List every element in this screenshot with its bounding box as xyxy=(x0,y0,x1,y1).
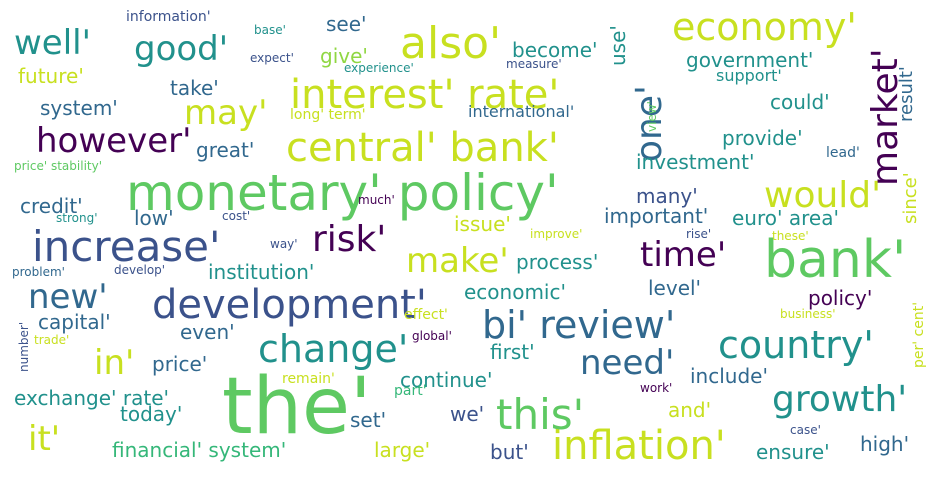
word: also' xyxy=(400,18,502,69)
word: this' xyxy=(496,390,585,439)
word: take' xyxy=(170,76,219,100)
word: expect' xyxy=(250,51,294,65)
word: global' xyxy=(412,329,452,343)
word: information' xyxy=(126,9,211,25)
word: bi' review' xyxy=(482,303,676,347)
word: see' xyxy=(326,12,367,36)
word: development' xyxy=(152,282,427,328)
word: capital' xyxy=(38,310,111,334)
word: price' xyxy=(152,352,208,376)
word: we' xyxy=(450,402,485,426)
word: inflation' xyxy=(552,423,726,469)
word: case' xyxy=(790,423,821,437)
word: become' xyxy=(512,38,598,62)
word: even' xyxy=(180,320,235,344)
word: measure' xyxy=(506,57,562,71)
word: process' xyxy=(516,250,599,274)
word: strong' xyxy=(56,211,98,225)
word: per' cent' xyxy=(911,301,927,368)
word: high' xyxy=(860,432,910,456)
word: result' xyxy=(896,66,917,122)
word: low' xyxy=(134,206,174,230)
word: however' xyxy=(36,121,192,161)
word: would' xyxy=(764,175,882,216)
word: institution' xyxy=(208,260,315,284)
word: important' xyxy=(604,204,709,228)
word: many' xyxy=(636,184,698,208)
word: credit' xyxy=(20,194,83,218)
word: may' xyxy=(184,93,268,133)
word: time' xyxy=(640,235,727,275)
word: and' xyxy=(668,398,712,422)
word: experience' xyxy=(344,61,414,75)
word: ensure' xyxy=(756,440,830,464)
word: level' xyxy=(648,276,702,300)
word: price' stability' xyxy=(14,159,103,173)
word: long' term' xyxy=(290,107,366,123)
word: good' xyxy=(134,29,229,69)
word: improve' xyxy=(530,227,583,241)
word: exchange' rate' xyxy=(14,386,170,410)
word: central' bank' xyxy=(286,125,559,171)
word: could' xyxy=(770,90,830,114)
word: investment' xyxy=(636,150,755,174)
word: set' xyxy=(350,408,387,432)
word: interest' rate' xyxy=(290,72,560,118)
word: continue' xyxy=(400,368,493,392)
word: economy' xyxy=(672,5,857,49)
word: base' xyxy=(254,23,286,37)
word: country' xyxy=(718,323,874,367)
word: problem' xyxy=(12,265,65,279)
word: number' xyxy=(17,321,31,372)
word: increase' xyxy=(32,222,221,271)
word: effect' xyxy=(404,307,448,323)
word: in' xyxy=(94,343,135,383)
word: way' xyxy=(270,237,298,251)
word: well' xyxy=(14,23,91,63)
word: business' xyxy=(780,307,836,321)
word: today' xyxy=(120,402,183,426)
word: provide' xyxy=(722,126,803,150)
word: growth' xyxy=(772,379,908,420)
word: large' xyxy=(374,438,431,462)
word: support' xyxy=(716,66,782,85)
word: it' xyxy=(28,419,61,459)
word: these' xyxy=(772,229,809,243)
word: remain' xyxy=(282,371,335,387)
word: include' xyxy=(690,364,768,388)
word: develop' xyxy=(114,263,166,277)
word: need' xyxy=(580,343,675,383)
word: monetary' policy' xyxy=(126,164,559,222)
word: much' xyxy=(358,193,395,207)
word: but' xyxy=(490,440,529,464)
word: financial' system' xyxy=(112,438,287,462)
word: system' xyxy=(40,96,118,120)
word: the' xyxy=(222,362,372,452)
word: lead' xyxy=(826,145,860,161)
word: cost' xyxy=(222,209,251,223)
word: work' xyxy=(640,381,673,395)
word: trade' xyxy=(34,333,70,347)
word: since' xyxy=(900,172,921,224)
word: make' xyxy=(406,241,509,281)
word: euro' area' xyxy=(732,206,839,230)
word: future' xyxy=(18,64,84,88)
word: first' xyxy=(490,340,535,364)
word: change' xyxy=(258,327,409,371)
word: bank' xyxy=(764,230,907,290)
word: great' xyxy=(196,138,255,162)
word: give' xyxy=(320,44,368,68)
word: risk' xyxy=(312,219,387,260)
word: part' xyxy=(394,383,427,399)
word: rise' xyxy=(686,227,712,241)
word: new' xyxy=(28,277,108,317)
word: use' xyxy=(606,25,630,66)
word: view' xyxy=(645,101,659,132)
word: issue' xyxy=(454,212,511,236)
word: economic' xyxy=(464,280,566,304)
word: government' xyxy=(686,48,814,72)
word: policy' xyxy=(808,286,873,310)
word: international' xyxy=(468,102,575,121)
